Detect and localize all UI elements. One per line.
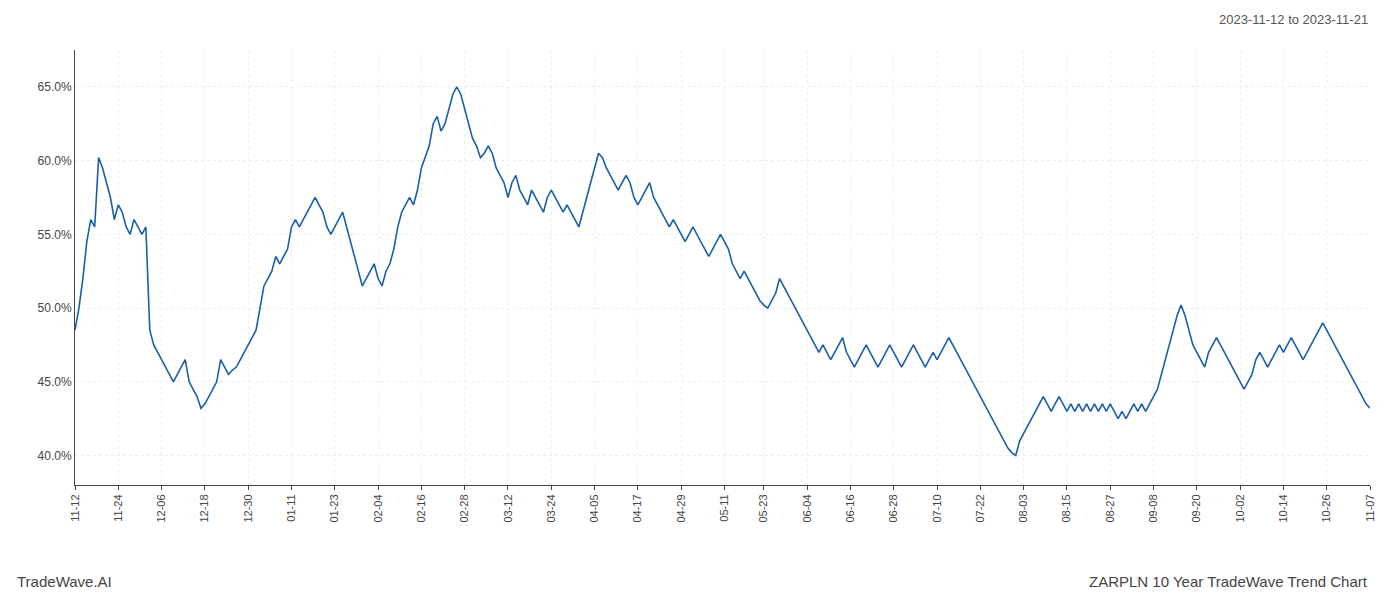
svg-text:40.0%: 40.0% <box>38 449 72 463</box>
svg-text:ZARPLN 10 Year TradeWave Trend: ZARPLN 10 Year TradeWave Trend Chart <box>1089 573 1368 590</box>
svg-text:04-05: 04-05 <box>588 494 600 522</box>
svg-text:06-04: 06-04 <box>801 494 813 522</box>
svg-text:03-24: 03-24 <box>545 494 557 522</box>
svg-text:02-28: 02-28 <box>458 494 470 522</box>
svg-text:11-24: 11-24 <box>112 494 124 521</box>
svg-text:12-18: 12-18 <box>198 494 210 522</box>
svg-text:01-11: 01-11 <box>285 494 297 521</box>
svg-text:06-16: 06-16 <box>844 494 856 522</box>
svg-text:02-04: 02-04 <box>372 494 384 522</box>
svg-text:02-16: 02-16 <box>415 494 427 522</box>
svg-text:10-26: 10-26 <box>1320 494 1332 522</box>
svg-text:TradeWave.AI: TradeWave.AI <box>17 573 112 590</box>
svg-text:08-27: 08-27 <box>1104 494 1116 522</box>
svg-text:08-15: 08-15 <box>1060 494 1072 522</box>
svg-text:60.0%: 60.0% <box>38 154 72 168</box>
svg-text:12-30: 12-30 <box>242 494 254 522</box>
svg-text:05-11: 05-11 <box>718 494 730 521</box>
svg-text:2023-11-12 to 2023-11-21: 2023-11-12 to 2023-11-21 <box>1219 12 1368 27</box>
svg-text:10-14: 10-14 <box>1277 494 1289 522</box>
svg-text:11-12: 11-12 <box>69 494 81 521</box>
svg-text:55.0%: 55.0% <box>38 228 72 242</box>
svg-text:07-10: 07-10 <box>931 494 943 522</box>
svg-text:09-08: 09-08 <box>1147 494 1159 522</box>
svg-text:08-03: 08-03 <box>1017 494 1029 522</box>
svg-text:10-02: 10-02 <box>1234 494 1246 522</box>
svg-text:50.0%: 50.0% <box>38 301 72 315</box>
svg-text:03-12: 03-12 <box>502 494 514 522</box>
svg-text:01-23: 01-23 <box>328 494 340 522</box>
svg-text:11-07: 11-07 <box>1364 494 1376 521</box>
svg-text:65.0%: 65.0% <box>38 80 72 94</box>
svg-text:12-06: 12-06 <box>155 494 167 522</box>
svg-text:06-28: 06-28 <box>887 494 899 522</box>
svg-text:04-29: 04-29 <box>675 494 687 522</box>
svg-text:09-20: 09-20 <box>1190 494 1202 522</box>
svg-text:07-22: 07-22 <box>974 494 986 522</box>
svg-text:04-17: 04-17 <box>631 494 643 522</box>
svg-text:05-23: 05-23 <box>757 494 769 522</box>
svg-text:45.0%: 45.0% <box>38 375 72 389</box>
